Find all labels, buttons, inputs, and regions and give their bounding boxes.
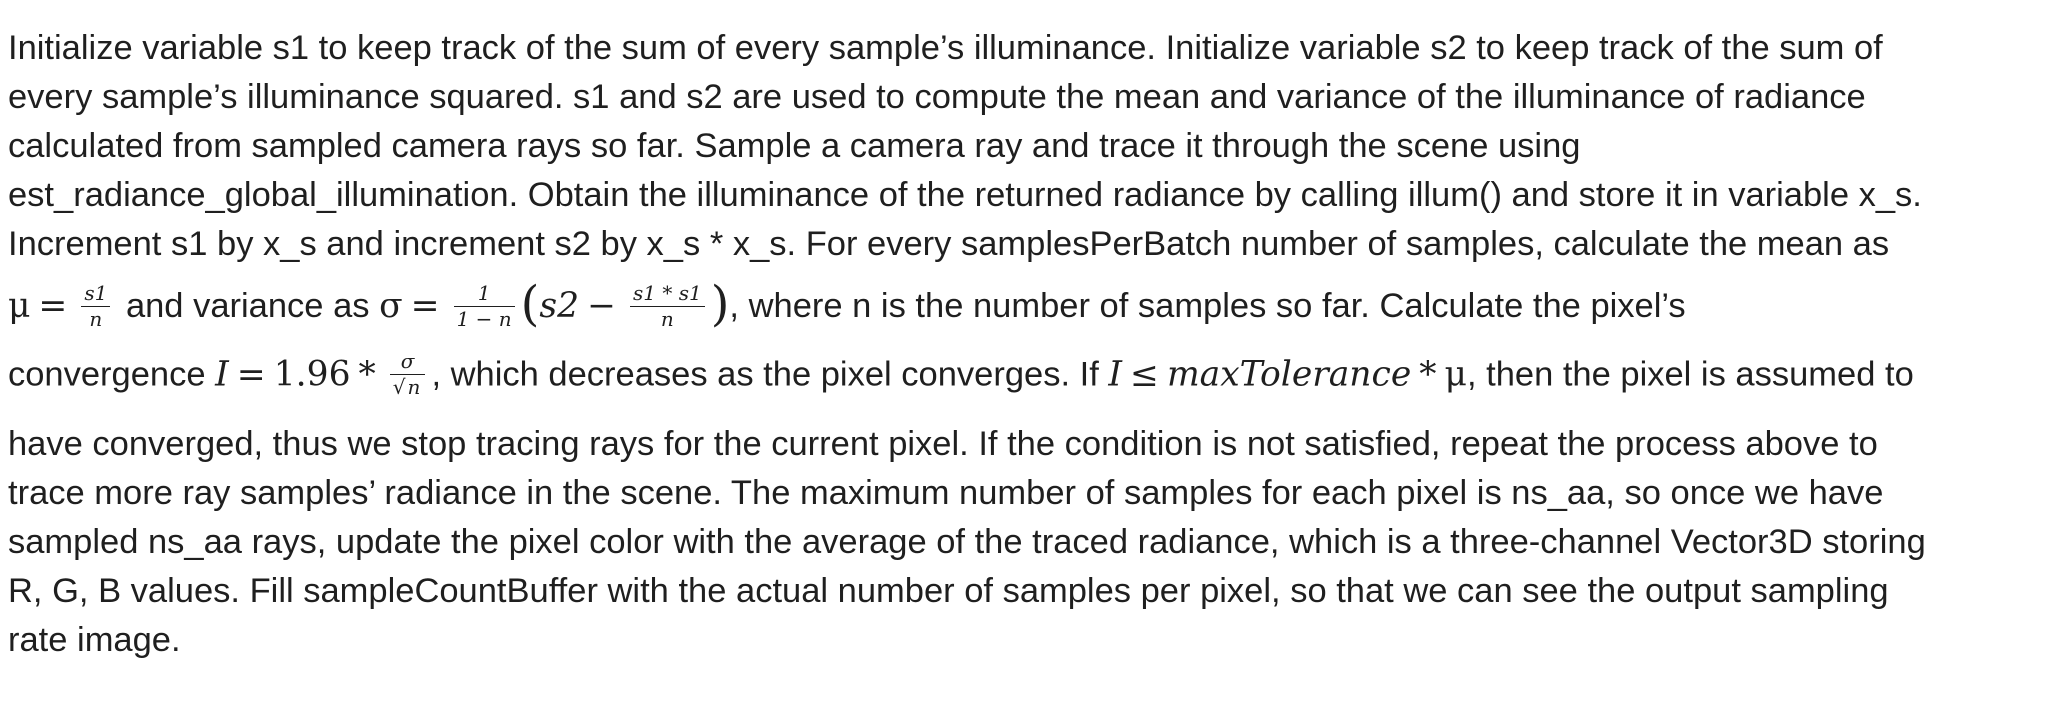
sqrt-icon: √ <box>392 375 406 399</box>
text-segment: , which decreases as the pixel converges… <box>431 355 1099 394</box>
equals-sign: = <box>236 354 266 395</box>
paragraph-line: R, G, B values. Fill sampleCountBuffer w… <box>8 572 1889 610</box>
max-tolerance: maxTolerance <box>1166 354 1412 395</box>
paragraph-line: every sample’s illuminance squared. s1 a… <box>8 78 1866 116</box>
confidence-constant: 1.96 <box>273 354 351 395</box>
paragraph-line: calculated from sampled camera rays so f… <box>8 127 1581 165</box>
left-parenthesis: ( <box>520 276 540 332</box>
times-sign: * <box>1419 354 1437 395</box>
variance-coefficient-denominator: 1 − n <box>456 306 512 331</box>
mean-symbol: μ <box>8 286 31 327</box>
paragraph-line: rate image. <box>8 621 181 659</box>
variance-inner-fraction: s1 * s1 n <box>629 281 705 331</box>
times-sign: * <box>358 354 376 395</box>
right-parenthesis: ) <box>710 276 730 332</box>
leq-sign: ≤ <box>1130 354 1159 395</box>
paragraph-line: est_radiance_global_illumination. Obtain… <box>8 176 1922 214</box>
variance-coefficient-numerator: 1 <box>453 281 515 307</box>
paragraph-line: sampled ns_aa rays, update the pixel col… <box>8 523 1926 561</box>
tolerance-I: I <box>1108 354 1123 395</box>
mean-fraction: s1 n <box>81 281 111 331</box>
mean-denominator: n <box>89 306 103 331</box>
convergence-numerator: σ <box>389 350 426 375</box>
paragraph-line-math: convergence I = 1.96 * σ √ n, which decreases … <box>8 350 1914 401</box>
text-segment: , then the pixel is assumed to <box>1466 355 1914 394</box>
convergence-symbol: I <box>215 354 229 395</box>
paragraph-line: have converged, thus we stop tracing ray… <box>8 425 1878 463</box>
text-segment: , where n is the number of samples so fa… <box>729 287 1686 326</box>
sqrt-radicand: n <box>405 374 423 399</box>
equals-sign: = <box>38 286 68 327</box>
mean-numerator: s1 <box>81 281 111 307</box>
paragraph-line: Initialize variable s1 to keep track of … <box>8 29 1883 67</box>
sqrt-n: √ n <box>390 374 426 399</box>
variance-inner-denominator: n <box>660 306 674 331</box>
minus-sign: − <box>587 286 616 327</box>
paragraph-line-math: μ = s1 n and variance as σ = 1 1 − n (s2− s1 * s… <box>8 276 1686 336</box>
paragraph-line: trace more ray samples’ radiance in the … <box>8 474 1884 512</box>
convergence-fraction: σ √ n <box>389 350 426 399</box>
mean-symbol: μ <box>1444 354 1467 395</box>
variance-inner-numerator: s1 * s1 <box>629 281 705 307</box>
text-segment: convergence <box>8 355 206 394</box>
variance-symbol: σ <box>379 286 403 327</box>
variance-s2: s2 <box>539 286 580 327</box>
equals-sign: = <box>410 286 440 327</box>
text-segment: and variance as <box>125 287 370 326</box>
paragraph-line: Increment s1 by x_s and increment s2 by … <box>8 225 1890 263</box>
